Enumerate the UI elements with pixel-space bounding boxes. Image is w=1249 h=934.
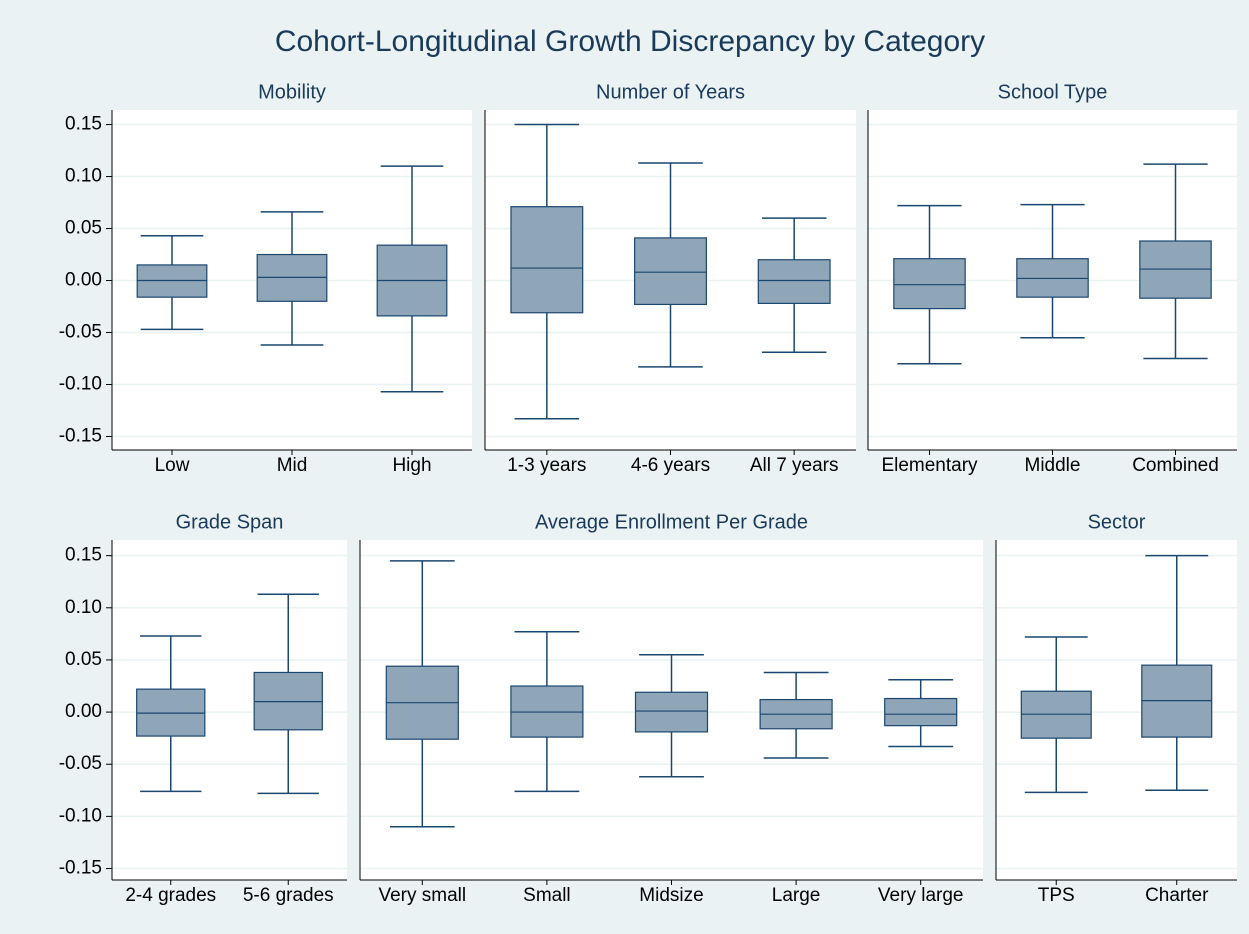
y-tick-label: -0.10 — [59, 805, 102, 826]
y-tick-label: 0.05 — [65, 649, 102, 670]
box — [893, 258, 966, 310]
x-tick-label: Large — [772, 885, 821, 906]
y-tick-label: 0.00 — [65, 701, 102, 722]
x-tick-label: Very large — [878, 885, 964, 906]
chart-title: Cohort-Longitudinal Growth Discrepancy b… — [275, 25, 985, 58]
box — [757, 259, 831, 304]
x-tick-label: Middle — [1025, 455, 1081, 476]
x-tick-label: Combined — [1132, 455, 1219, 476]
x-tick-label: Charter — [1145, 885, 1209, 906]
x-tick-label: Low — [155, 455, 190, 476]
box — [510, 206, 584, 314]
y-tick-label: -0.05 — [59, 753, 102, 774]
y-tick-label: -0.15 — [59, 425, 102, 446]
box — [634, 691, 709, 733]
x-tick-label: Midsize — [639, 885, 703, 906]
y-tick-label: 0.00 — [65, 270, 102, 291]
panel-title: Mobility — [258, 81, 326, 103]
x-tick-label: Very small — [378, 885, 466, 906]
y-tick-label: 0.10 — [65, 597, 102, 618]
panel-title: Sector — [1088, 511, 1146, 533]
y-tick-label: 0.10 — [65, 166, 102, 187]
x-tick-label: All 7 years — [750, 455, 839, 476]
y-tick-label: 0.15 — [65, 114, 102, 135]
x-tick-label: TPS — [1038, 885, 1075, 906]
x-tick-label: Small — [523, 885, 571, 906]
x-tick-label: 2-4 grades — [125, 885, 216, 906]
x-tick-label: 1-3 years — [507, 455, 586, 476]
panel-title: School Type — [998, 81, 1108, 103]
y-tick-label: -0.05 — [59, 322, 102, 343]
x-tick-label: Mid — [277, 455, 308, 476]
x-tick-label: Elementary — [881, 455, 978, 476]
y-tick-label: -0.15 — [59, 858, 102, 879]
y-tick-label: 0.15 — [65, 545, 102, 566]
panel-title: Grade Span — [176, 511, 284, 533]
y-tick-label: 0.05 — [65, 218, 102, 239]
box — [634, 237, 707, 306]
y-tick-label: -0.10 — [59, 374, 102, 395]
x-tick-label: 4-6 years — [631, 455, 710, 476]
x-tick-label: High — [392, 455, 431, 476]
x-tick-label: 5-6 grades — [243, 885, 334, 906]
panel-title: Number of Years — [596, 81, 745, 103]
panel-title: Average Enrollment Per Grade — [535, 511, 808, 533]
box — [884, 697, 958, 727]
